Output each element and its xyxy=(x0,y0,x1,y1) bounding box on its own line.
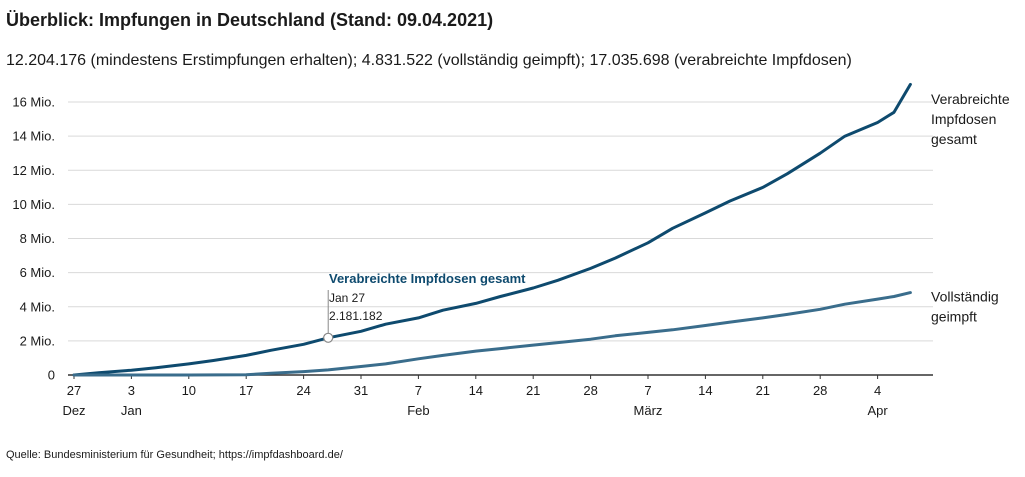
series-label-fully-vaccinated: geimpft xyxy=(931,309,977,325)
annotation-date: Jan 27 xyxy=(329,291,365,305)
y-tick-label: 8 Mio. xyxy=(20,231,55,246)
x-tick-month-label: Jan xyxy=(121,403,142,418)
x-tick-label: 10 xyxy=(182,383,196,398)
x-axis-ticks: 27 Dez 3 Jan 10 17 24 31 7 Feb 14 21 28 7 März 14 21 28 4 A… xyxy=(62,375,888,418)
series-line-total-doses xyxy=(72,82,912,377)
y-tick-label: 0 xyxy=(48,368,55,383)
series-labels: Verabreichte Impfdosen gesamt Vollständig ge… xyxy=(931,91,1010,325)
x-tick-label: 7 xyxy=(644,383,651,398)
source-note: Quelle: Bundesministerium für Gesundheit… xyxy=(6,449,343,461)
annotation-value: 2.181.182 xyxy=(329,309,383,323)
series-label-total-doses: gesamt xyxy=(931,131,977,147)
series-label-total-doses: Impfdosen xyxy=(931,111,996,127)
x-tick-label: 14 xyxy=(698,383,712,398)
chart-title: Überblick: Impfungen in Deutschland (Sta… xyxy=(6,10,494,30)
x-tick-month-label: Dez xyxy=(62,403,85,418)
series-label-fully-vaccinated: Vollständig xyxy=(931,289,999,305)
x-tick-label: 3 xyxy=(128,383,135,398)
annotation-title: Verabreichte Impfdosen gesamt xyxy=(329,271,526,286)
hover-annotation: Verabreichte Impfdosen gesamt Jan 27 2.181… xyxy=(323,271,526,343)
series-line-fully-vaccinated xyxy=(72,291,912,377)
y-tick-label: 12 Mio. xyxy=(12,163,55,178)
y-axis-ticks: 0 2 Mio. 4 Mio. 6 Mio. 8 Mio. 10 Mio. 12 Mio. 1… xyxy=(12,95,55,383)
x-tick-label: 21 xyxy=(756,383,770,398)
x-tick-label: 21 xyxy=(526,383,540,398)
x-tick-month-label: Apr xyxy=(867,403,888,418)
y-tick-label: 10 Mio. xyxy=(12,197,55,212)
x-tick-label: 31 xyxy=(354,383,368,398)
x-tick-label: 28 xyxy=(583,383,597,398)
x-tick-label: 7 xyxy=(415,383,422,398)
x-tick-month-label: Feb xyxy=(407,403,429,418)
chart-subtitle: 12.204.176 (mindestens Erstimpfungen erh… xyxy=(6,52,852,69)
x-tick-label: 17 xyxy=(239,383,253,398)
x-tick-label: 14 xyxy=(469,383,483,398)
y-tick-label: 16 Mio. xyxy=(12,95,55,110)
grid-lines xyxy=(68,101,933,376)
y-tick-label: 4 Mio. xyxy=(20,299,55,314)
y-tick-label: 6 Mio. xyxy=(20,265,55,280)
x-tick-label: 24 xyxy=(296,383,310,398)
x-tick-label: 4 xyxy=(874,383,881,398)
x-tick-label: 28 xyxy=(813,383,827,398)
annotation-point xyxy=(323,332,334,343)
series-lines xyxy=(72,82,912,377)
x-tick-label: 27 xyxy=(67,383,81,398)
series-label-total-doses: Verabreichte xyxy=(931,91,1010,107)
y-tick-label: 2 Mio. xyxy=(20,333,55,348)
y-tick-label: 14 Mio. xyxy=(12,129,55,144)
x-tick-month-label: März xyxy=(634,403,663,418)
